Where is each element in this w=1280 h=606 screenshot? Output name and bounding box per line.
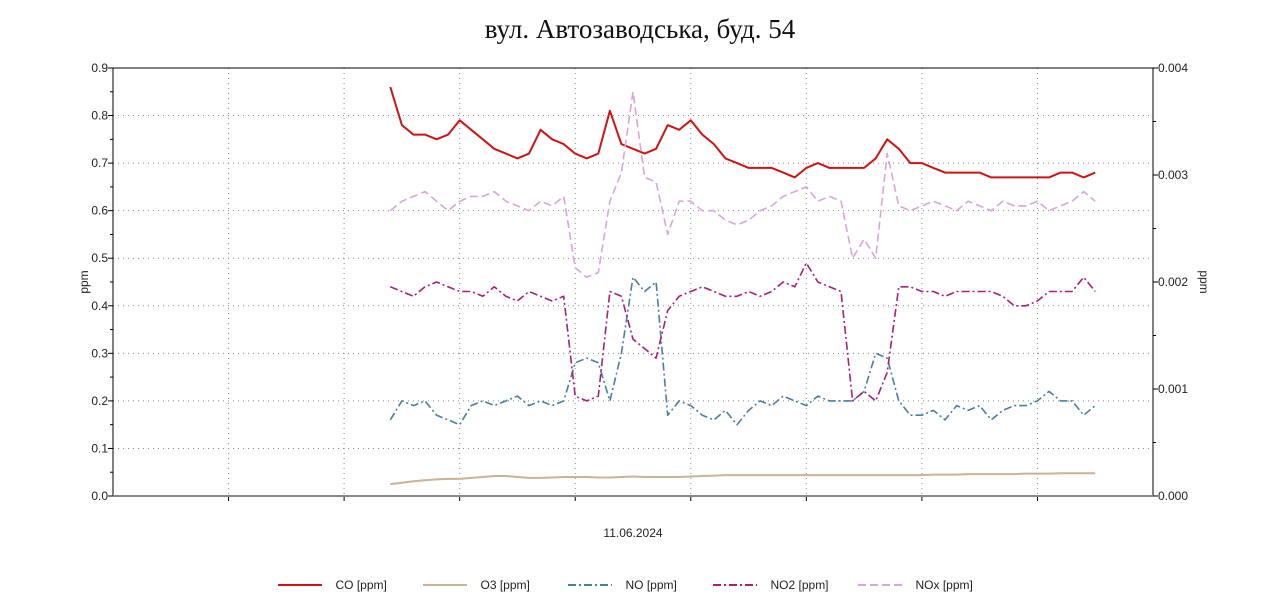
y-tick-label: 0.6 [91, 204, 108, 218]
y2-tick-label: 0.001 [1158, 382, 1188, 396]
y2-tick-label: 0.003 [1158, 168, 1188, 182]
legend-label: CO [ppm] [335, 578, 387, 592]
y2-tick-label: 0.000 [1158, 489, 1188, 503]
y2-tick-label: 0.004 [1158, 61, 1188, 75]
series-line-no2 [389, 262, 1096, 402]
legend-item: NO2 [ppm] [712, 578, 858, 592]
legend-swatch [712, 584, 757, 586]
y2-tick-label: 0.002 [1158, 275, 1188, 289]
y-tick-label: 0.0 [91, 489, 108, 503]
series-line-no [389, 276, 1096, 426]
y-tick-label: 0.1 [91, 441, 108, 455]
legend-swatch [567, 584, 612, 586]
x-axis-label: 11.06.2024 [603, 526, 662, 540]
y-tick-label: 0.3 [91, 346, 108, 360]
y2-axis-label: ppm [1197, 270, 1211, 293]
legend-label: NO2 [ppm] [770, 578, 829, 592]
chart-title: вул. Автозаводська, буд. 54 [484, 14, 796, 44]
legend-swatch [422, 584, 467, 586]
legend-item: O3 [ppm] [422, 578, 568, 592]
y-tick-label: 0.4 [91, 299, 108, 313]
y-tick-label: 0.9 [91, 61, 108, 75]
legend-label: NO [ppm] [625, 578, 677, 592]
y-tick-label: 0.8 [91, 109, 108, 123]
series-line-co [389, 86, 1096, 179]
legend-item: NO [ppm] [567, 578, 713, 592]
legend-label: O3 [ppm] [480, 578, 530, 592]
legend-swatch [857, 584, 902, 586]
y-tick-label: 0.7 [91, 156, 108, 170]
y-axis-label: ppm [77, 270, 91, 293]
legend-swatch [277, 584, 322, 586]
legend-label: NOx [ppm] [915, 578, 973, 592]
series-line-o3 [390, 472, 1096, 486]
chart-legend: CO [ppm] O3 [ppm] NO [ppm] NO2 [ppm] NOx [pp… [0, 578, 1280, 592]
legend-item: NOx [ppm] [857, 578, 1003, 592]
y-tick-label: 0.2 [91, 394, 108, 408]
y-tick-label: 0.5 [91, 251, 108, 265]
legend-item: CO [ppm] [277, 578, 423, 592]
series-line-nox [389, 91, 1096, 279]
